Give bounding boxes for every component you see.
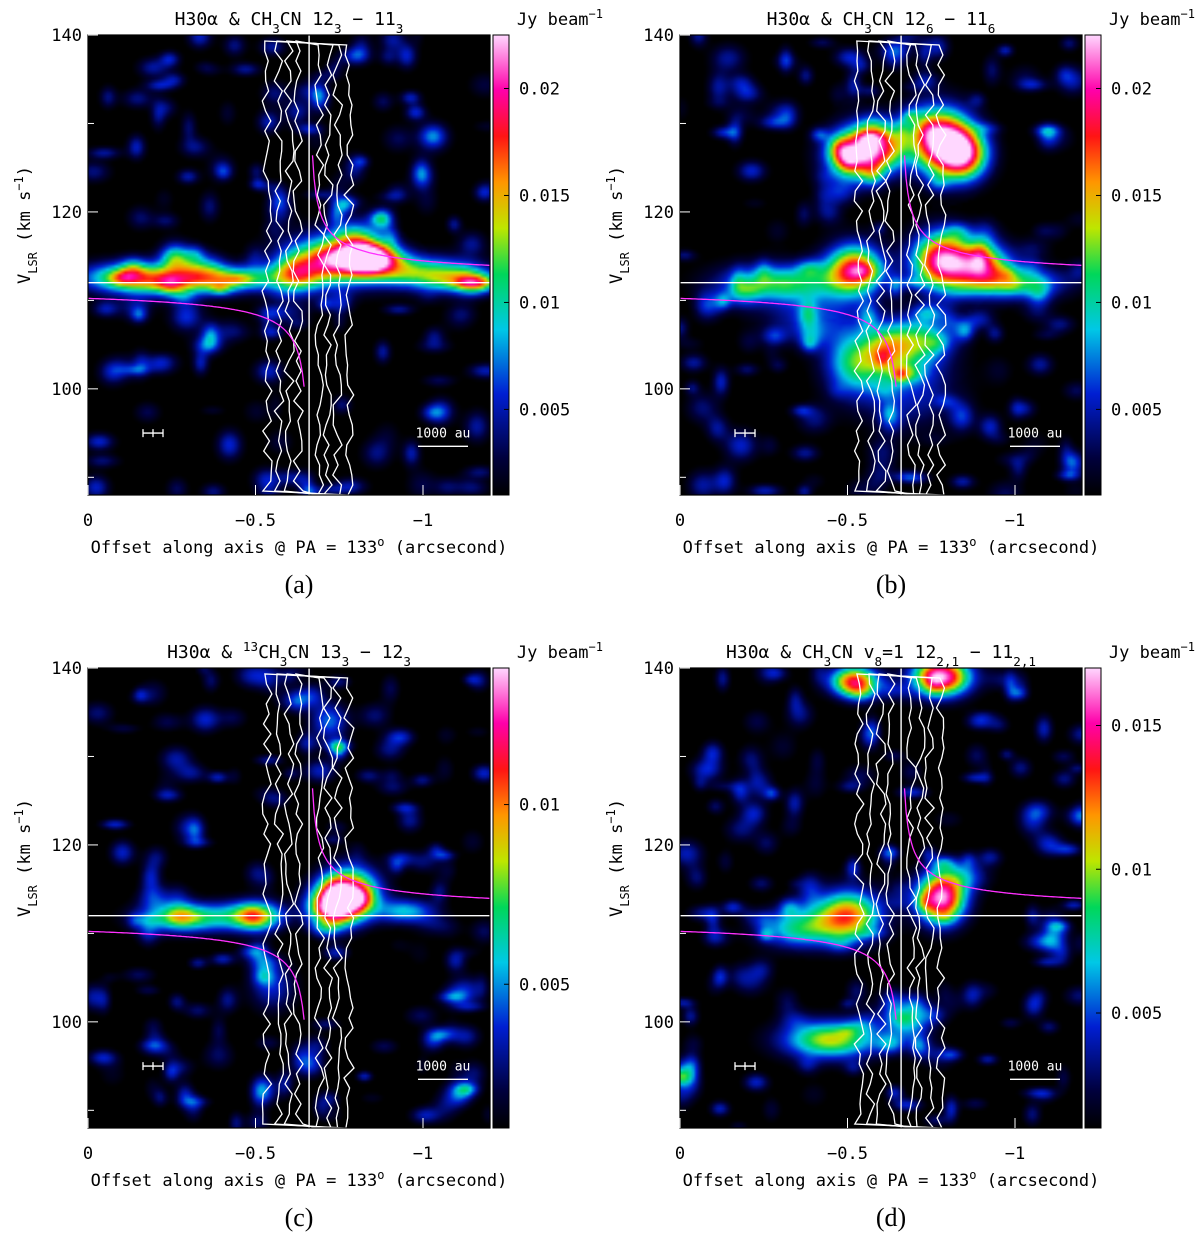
x-tick-label: −1 (413, 1144, 433, 1164)
x-tick-label: 0 (675, 511, 685, 531)
keplerian-curve-redshifted (311, 788, 491, 900)
colorbar-tick-label: 0.01 (519, 293, 560, 313)
y-axis-label: VLSR (km s−1) (12, 166, 40, 284)
colorbar-gradient (1084, 667, 1102, 1129)
scale-bar-label: 1000 au (1008, 426, 1063, 441)
keplerian-curve-redshifted (903, 788, 1083, 900)
resolution-marker (734, 429, 756, 438)
x-tick-label: −0.5 (235, 1144, 276, 1164)
keplerian-curve-blueshifted (88, 930, 305, 1020)
keplerian-curve-redshifted (311, 155, 491, 267)
y-tick-label: 120 (51, 203, 82, 223)
y-tick-label: 140 (51, 659, 82, 679)
panel-sub-label: (a) (285, 570, 314, 599)
panel-title: H30α & CH3CN 123 − 113 (175, 9, 404, 36)
panel-2: 1000 au 100 120 140 0 −0.5 −1 Offset along axis… (604, 7, 1195, 599)
colorbar-tick-label: 0.01 (1111, 293, 1152, 313)
colorbar-tick-label: 0.02 (519, 79, 560, 99)
keplerian-curve-blueshifted (88, 297, 305, 387)
keplerian-curve-redshifted (903, 155, 1083, 267)
x-tick-label: −0.5 (235, 511, 276, 531)
x-tick-label: −0.5 (827, 1144, 868, 1164)
panel-sub-label: (d) (876, 1203, 906, 1232)
x-tick-label: 0 (83, 1144, 93, 1164)
x-axis-label: Offset along axis @ PA = 133o (arcsecond… (683, 535, 1100, 558)
y-tick-label: 120 (51, 836, 82, 856)
y-tick-label: 140 (51, 26, 82, 46)
colorbar: 0.005 0.01 0.015 0.02 Jy beam−1 (1084, 7, 1195, 496)
y-axis-label: VLSR (km s−1) (604, 166, 632, 284)
colorbar-unit-label: Jy beam−1 (517, 640, 603, 663)
colorbar: 0.005 0.01 0.015 Jy beam−1 (1084, 640, 1195, 1129)
colorbar-tick-label: 0.005 (1111, 400, 1162, 420)
panel-title: H30α & CH3CN v8=1 122,1 − 112,1 (726, 642, 1036, 669)
colorbar-tick-label: 0.015 (1111, 186, 1162, 206)
colorbar-tick-label: 0.015 (519, 186, 570, 206)
resolution-marker (142, 1062, 164, 1071)
x-tick-label: −1 (1005, 511, 1025, 531)
panel-1: 1000 au 100 120 140 0 −0.5 −1 Offset along axis… (12, 7, 603, 599)
panel-title: H30α & CH3CN 126 − 116 (767, 9, 996, 36)
x-axis-label: Offset along axis @ PA = 133o (arcsecond… (91, 1168, 508, 1191)
colorbar: 0.005 0.01 Jy beam−1 (492, 640, 603, 1129)
y-tick-label: 120 (643, 203, 674, 223)
y-axis-label: VLSR (km s−1) (12, 799, 40, 917)
x-axis-label: Offset along axis @ PA = 133o (arcsecond… (91, 535, 508, 558)
y-tick-label: 140 (643, 659, 674, 679)
panel-3: 1000 au 100 120 140 0 −0.5 −1 Offset along axis… (12, 639, 603, 1233)
y-tick-label: 100 (51, 380, 82, 400)
x-tick-label: −1 (1005, 1144, 1025, 1164)
x-axis-label: Offset along axis @ PA = 133o (arcsecond… (683, 1168, 1100, 1191)
panel-sub-label: (c) (285, 1203, 314, 1232)
colorbar-gradient (492, 34, 510, 496)
colorbar-tick-label: 0.005 (519, 975, 570, 995)
y-axis-label: VLSR (km s−1) (604, 799, 632, 917)
heatmap-image (88, 668, 490, 1128)
x-tick-label: −1 (413, 511, 433, 531)
y-tick-label: 100 (643, 380, 674, 400)
x-tick-label: −0.5 (827, 511, 868, 531)
y-tick-label: 100 (643, 1013, 674, 1033)
panel-4: 1000 au 100 120 140 0 −0.5 −1 Offset along axis… (604, 640, 1195, 1232)
plot-frame (679, 667, 1083, 1129)
y-tick-label: 140 (643, 26, 674, 46)
plot-frame (87, 34, 491, 496)
scale-bar-label: 1000 au (416, 1059, 471, 1074)
scale-bar-label: 1000 au (1008, 1059, 1063, 1074)
y-tick-label: 100 (51, 1013, 82, 1033)
plot-frame (87, 667, 491, 1129)
colorbar-tick-label: 0.015 (1111, 717, 1162, 737)
colorbar-gradient (1084, 34, 1102, 496)
y-tick-label: 120 (643, 836, 674, 856)
colorbar-unit-label: Jy beam−1 (517, 7, 603, 30)
colorbar-tick-label: 0.01 (1111, 860, 1152, 880)
colorbar: 0.005 0.01 0.015 0.02 Jy beam−1 (492, 7, 603, 496)
plot-frame (679, 34, 1083, 496)
colorbar-unit-label: Jy beam−1 (1109, 640, 1195, 663)
colorbar-tick-label: 0.005 (519, 400, 570, 420)
keplerian-curve-blueshifted (680, 297, 897, 387)
colorbar-tick-label: 0.02 (1111, 79, 1152, 99)
colorbar-gradient (492, 667, 510, 1129)
colorbar-unit-label: Jy beam−1 (1109, 7, 1195, 30)
x-tick-label: 0 (83, 511, 93, 531)
panel-sub-label: (b) (876, 570, 906, 599)
panel-title: H30α & 13CH3CN 133 − 123 (167, 639, 411, 669)
keplerian-curve-blueshifted (680, 930, 897, 1020)
x-tick-label: 0 (675, 1144, 685, 1164)
colorbar-tick-label: 0.005 (1111, 1004, 1162, 1024)
resolution-marker (142, 429, 164, 438)
scale-bar-label: 1000 au (416, 426, 471, 441)
colorbar-tick-label: 0.01 (519, 796, 560, 816)
resolution-marker (734, 1062, 756, 1071)
